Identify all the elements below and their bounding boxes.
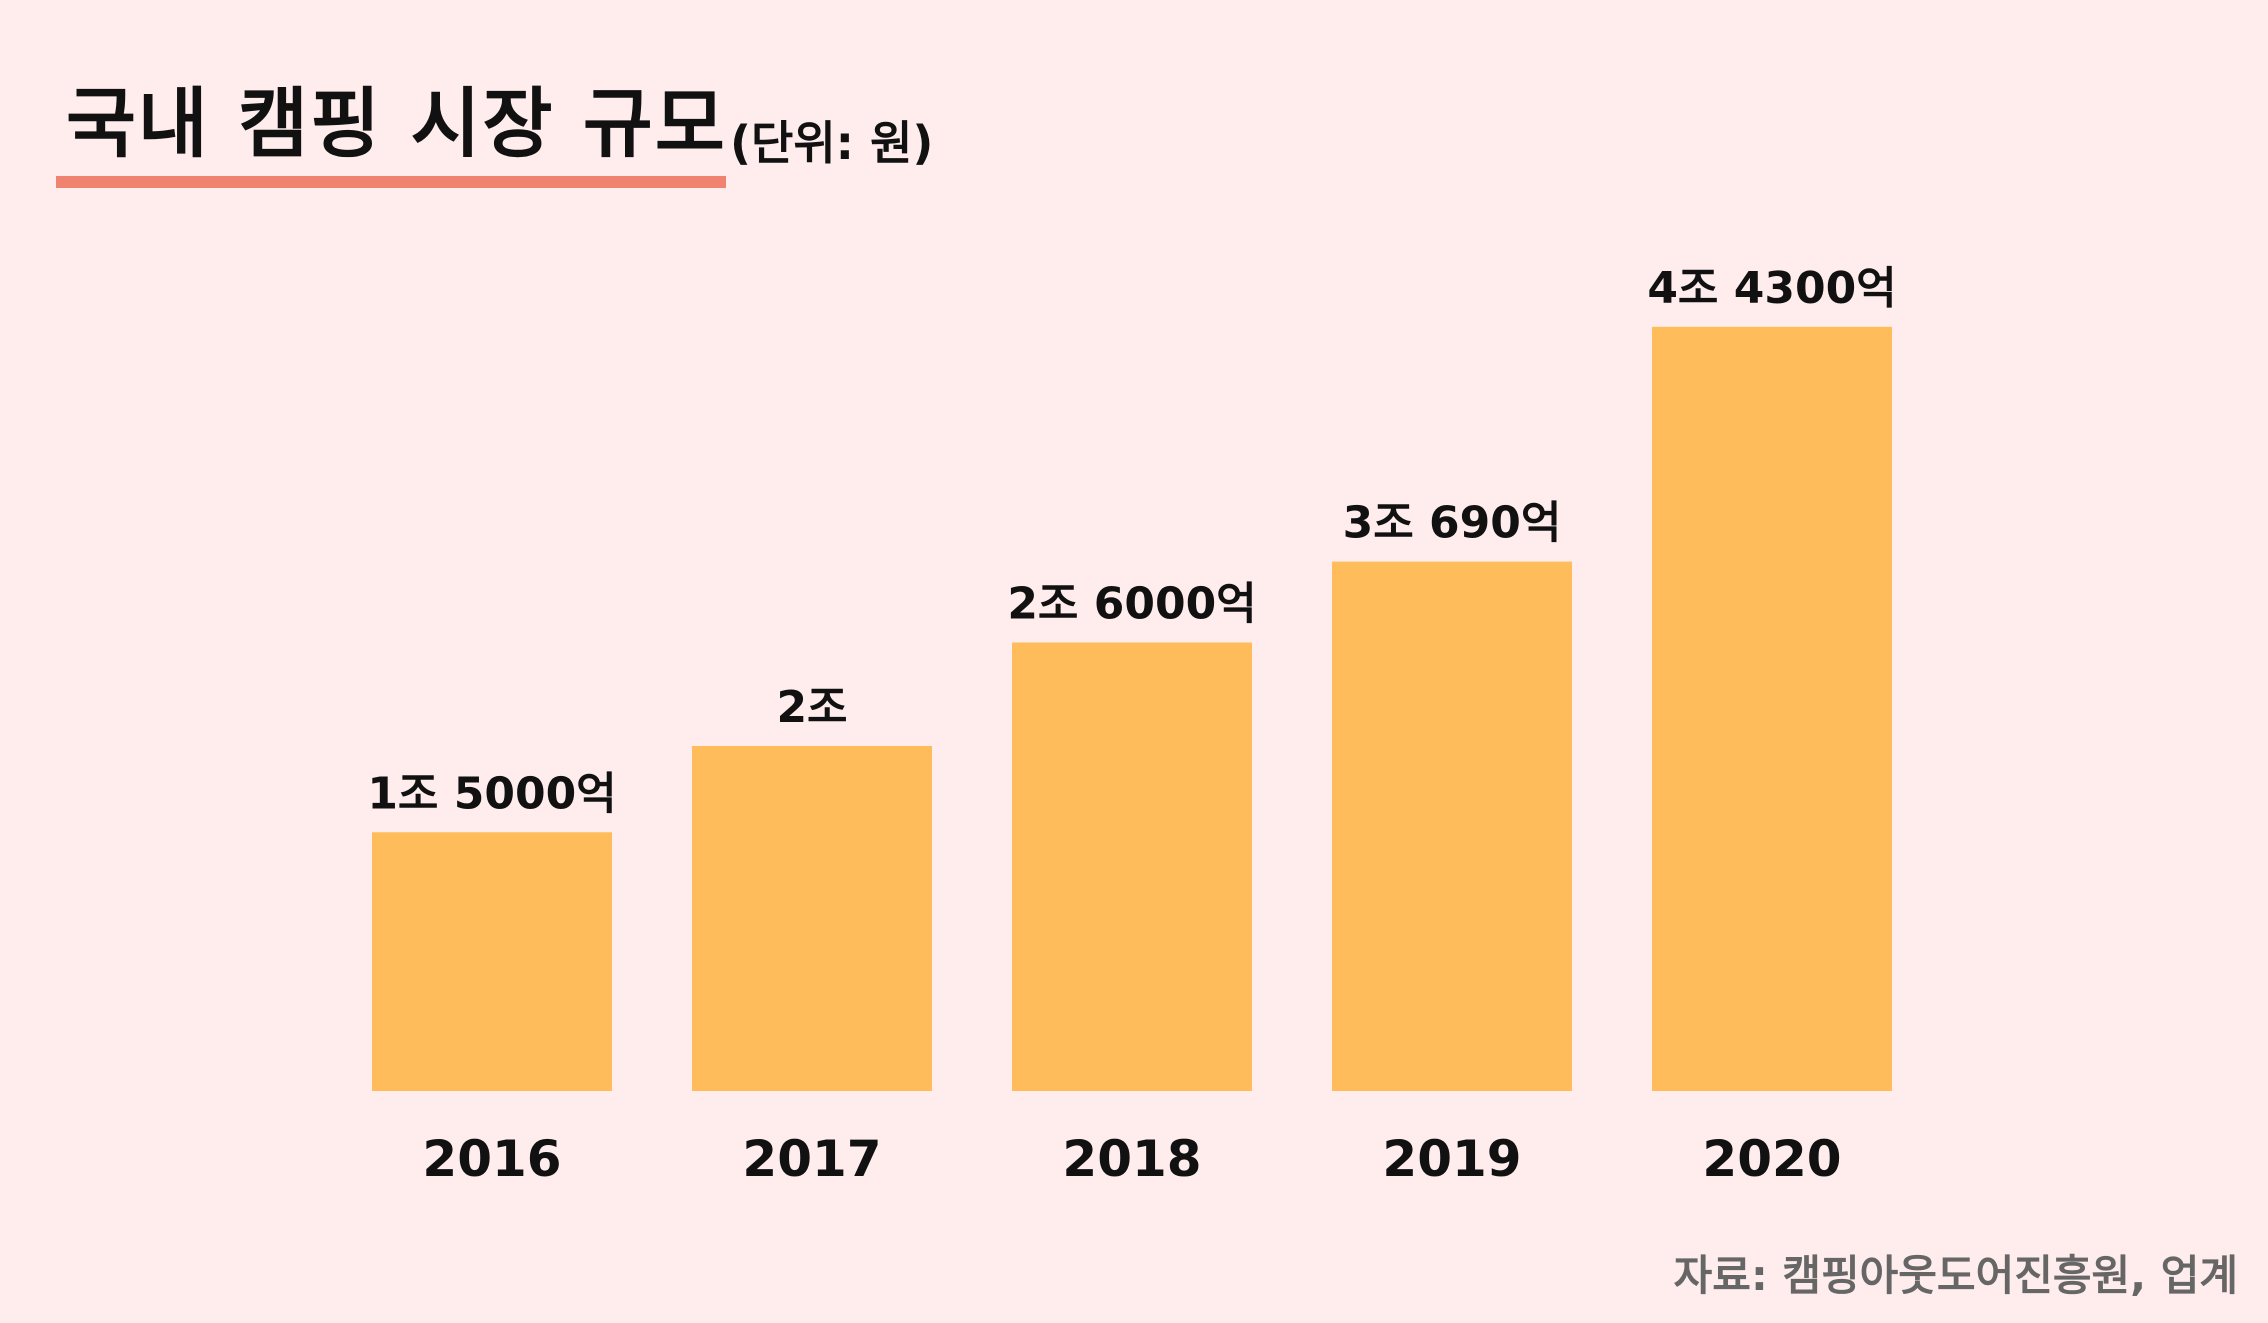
x-tick-label-2019: 2019 [1382,1130,1521,1188]
title-underline [56,176,726,188]
data-label-2020: 4조 4300억 [1647,263,1896,314]
x-tick-label-2020: 2020 [1702,1130,1841,1188]
unit-note: (단위: 원) [730,116,934,170]
data-label-2017: 2조 [776,682,847,733]
chart-title: 국내 캠핑 시장 규모 [66,79,727,168]
x-tick-label-2016: 2016 [422,1130,561,1188]
bar-2017 [692,746,932,1091]
bar-2018 [1012,642,1252,1091]
data-label-2018: 2조 6000억 [1007,579,1256,630]
bar-2019 [1332,561,1572,1091]
bar-2020 [1652,326,1892,1091]
source-note: 자료: 캠핑아웃도어진흥원, 업계 [1673,1251,2238,1300]
x-tick-label-2017: 2017 [742,1130,881,1188]
x-tick-label-2018: 2018 [1062,1130,1201,1188]
data-label-2016: 1조 5000억 [367,768,616,819]
data-label-2019: 3조 690억 [1343,498,1562,549]
bar-2016 [372,832,612,1091]
